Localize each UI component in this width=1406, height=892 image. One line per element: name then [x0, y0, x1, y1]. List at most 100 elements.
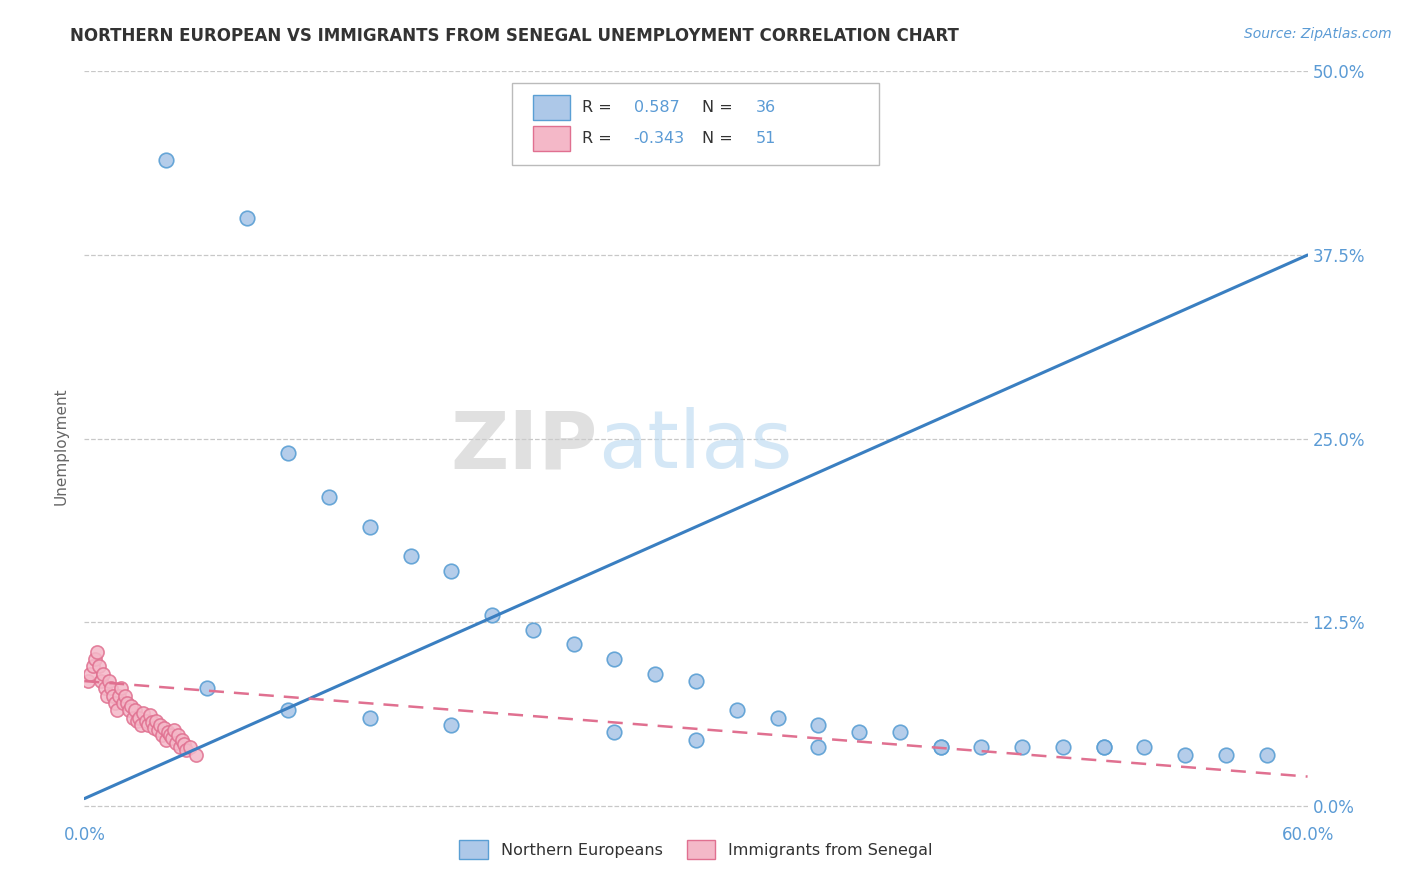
Text: Source: ZipAtlas.com: Source: ZipAtlas.com: [1244, 27, 1392, 41]
Point: [105, 703, 128, 717]
Point: [1256, 747, 1278, 762]
Point: [100, 681, 122, 696]
Point: [766, 711, 789, 725]
Point: [1052, 740, 1074, 755]
Point: [725, 703, 748, 717]
Point: [138, 707, 160, 722]
Point: [1092, 740, 1115, 755]
Point: [82, 659, 104, 673]
Point: [277, 446, 299, 460]
Point: [399, 549, 422, 564]
Point: [603, 725, 626, 739]
Legend: Northern Europeans, Immigrants from Senegal: Northern Europeans, Immigrants from Sene…: [453, 834, 939, 865]
Point: [131, 718, 153, 732]
Text: -0.343: -0.343: [634, 131, 685, 146]
Point: [277, 703, 299, 717]
Point: [128, 711, 150, 725]
Point: [318, 491, 340, 505]
Point: [807, 740, 830, 755]
Text: N =: N =: [702, 100, 738, 115]
Point: [644, 666, 666, 681]
Point: [167, 728, 190, 742]
Point: [114, 689, 136, 703]
Point: [562, 637, 585, 651]
Point: [155, 732, 177, 747]
Point: [440, 718, 463, 732]
Text: 51: 51: [756, 131, 776, 146]
Point: [186, 747, 208, 762]
Point: [90, 674, 112, 689]
Point: [807, 718, 830, 732]
Bar: [533, 95, 569, 120]
Point: [172, 732, 194, 747]
Point: [685, 732, 707, 747]
Point: [122, 711, 145, 725]
Point: [1174, 747, 1197, 762]
Point: [179, 740, 201, 755]
Point: [91, 666, 114, 681]
Point: [110, 681, 132, 696]
Point: [150, 728, 173, 742]
Point: [118, 703, 141, 717]
Point: [97, 674, 120, 689]
Point: [141, 715, 163, 730]
Point: [127, 714, 149, 728]
Point: [1011, 740, 1033, 755]
Point: [481, 607, 503, 622]
Point: [159, 728, 181, 742]
Text: atlas: atlas: [598, 407, 793, 485]
Point: [359, 711, 381, 725]
Point: [120, 699, 142, 714]
Text: 0.587: 0.587: [634, 100, 679, 115]
Point: [929, 740, 952, 755]
Point: [174, 743, 197, 757]
Point: [135, 714, 157, 728]
Point: [149, 718, 172, 732]
Point: [87, 659, 110, 673]
Point: [173, 737, 195, 751]
Point: [685, 674, 707, 689]
Text: N =: N =: [702, 131, 738, 146]
Point: [1133, 740, 1156, 755]
Point: [77, 674, 100, 689]
Point: [146, 723, 169, 737]
Text: 36: 36: [756, 100, 776, 115]
Point: [104, 696, 127, 710]
Point: [112, 696, 135, 710]
Point: [1092, 740, 1115, 755]
Point: [970, 740, 993, 755]
Point: [96, 689, 118, 703]
Text: ZIP: ZIP: [451, 407, 598, 485]
Point: [101, 689, 124, 703]
Text: R =: R =: [582, 131, 617, 146]
Point: [603, 652, 626, 666]
Point: [195, 681, 218, 696]
Point: [108, 689, 131, 703]
Point: [93, 681, 115, 696]
Point: [359, 520, 381, 534]
Point: [136, 718, 159, 732]
Point: [169, 740, 191, 755]
Point: [83, 652, 105, 666]
Point: [124, 703, 146, 717]
Point: [145, 714, 167, 728]
Y-axis label: Unemployment: Unemployment: [53, 387, 69, 505]
Point: [115, 696, 138, 710]
Point: [142, 721, 165, 735]
Point: [153, 721, 176, 735]
Point: [160, 731, 183, 746]
Point: [79, 666, 101, 681]
Point: [522, 623, 544, 637]
Bar: [533, 126, 569, 151]
Text: NORTHERN EUROPEAN VS IMMIGRANTS FROM SENEGAL UNEMPLOYMENT CORRELATION CHART: NORTHERN EUROPEAN VS IMMIGRANTS FROM SEN…: [70, 27, 959, 45]
Text: R =: R =: [582, 100, 617, 115]
Point: [132, 706, 155, 721]
Point: [889, 725, 911, 739]
Point: [163, 723, 186, 737]
Point: [86, 645, 108, 659]
Point: [236, 211, 259, 226]
Point: [848, 725, 870, 739]
Point: [165, 736, 187, 750]
Point: [1215, 747, 1237, 762]
FancyBboxPatch shape: [513, 83, 880, 165]
